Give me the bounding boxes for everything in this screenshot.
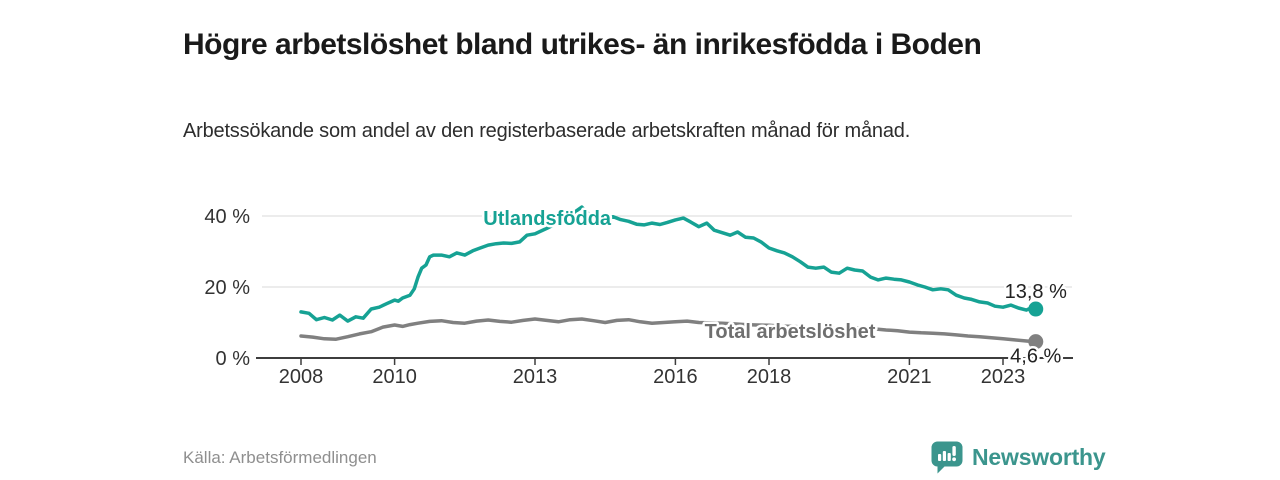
y-tick-label: 20 % <box>204 277 250 299</box>
series-line-utlandsfodda <box>299 205 1038 323</box>
x-tick-label: 2016 <box>653 366 698 388</box>
y-tick-label: 40 % <box>204 206 250 228</box>
end-dot-utlandsfodda <box>1028 301 1044 317</box>
x-tick-label: 2008 <box>279 366 324 388</box>
y-tick-label: 0 % <box>216 348 251 370</box>
series-line-total <box>299 317 1038 344</box>
series-label-total: Total arbetslöshet <box>705 321 876 343</box>
x-tick-label: 2021 <box>887 366 932 388</box>
x-tick-label: 2023 <box>981 366 1026 388</box>
source-note: Källa: Arbetsförmedlingen <box>183 448 377 467</box>
end-value-label-total: 4,6 % <box>1010 346 1061 368</box>
x-tick-label: 2018 <box>747 366 792 388</box>
x-tick-label: 2013 <box>513 366 558 388</box>
end-value-label-utlandsfodda: 13,8 % <box>1005 281 1067 303</box>
end-dot-total <box>1028 334 1044 350</box>
newsworthy-wordmark: Newsworthy <box>972 444 1106 470</box>
chart-subtitle: Arbetssökande som andel av den registerb… <box>183 120 911 142</box>
x-tick-label: 2010 <box>372 366 417 388</box>
page-title: Högre arbetslöshet bland utrikes- än inr… <box>183 28 982 62</box>
newsworthy-branding[interactable]: Newsworthy <box>931 441 1106 474</box>
newsworthy-logo-icon <box>931 441 963 474</box>
series-label-utlandsfodda: Utlandsfödda <box>483 208 612 230</box>
